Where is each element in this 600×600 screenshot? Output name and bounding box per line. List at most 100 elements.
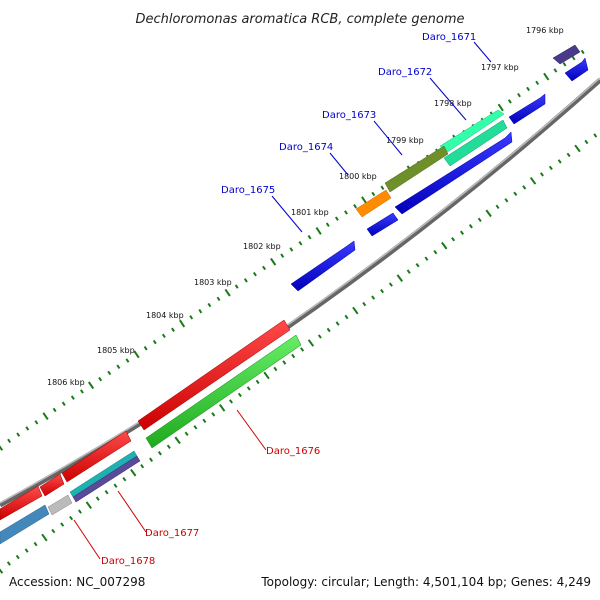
gene-feature-daro-1671-arrow[interactable]	[564, 57, 589, 82]
tick-mark	[15, 554, 20, 560]
kbp-label: 1803 kbp	[194, 278, 232, 287]
tick-mark	[157, 451, 162, 456]
tick-mark	[189, 315, 194, 320]
gene-feature-daro-1675[interactable]	[290, 240, 356, 292]
gene-feature-blue[interactable]	[394, 131, 513, 215]
tick-mark	[380, 185, 385, 190]
tick-mark	[574, 144, 581, 153]
gene-feature-red[interactable]	[137, 319, 291, 431]
tick-mark	[218, 404, 226, 412]
tick-mark	[344, 314, 349, 320]
tick-mark	[580, 49, 585, 55]
tick-mark	[380, 288, 385, 294]
kbp-label: 1804 kbp	[146, 311, 184, 320]
tick-mark	[282, 360, 287, 365]
tick-mark	[216, 296, 221, 302]
tick-mark	[87, 381, 95, 390]
genome-summary-text: Topology: circular; Length: 4,501,104 bp…	[260, 575, 591, 589]
gene-feature-red[interactable]	[0, 485, 43, 521]
tick-mark	[116, 364, 121, 369]
tick-mark	[70, 395, 75, 400]
tick-mark	[25, 426, 30, 431]
tick-mark	[42, 412, 49, 420]
gene-feature-blue[interactable]	[366, 212, 399, 237]
inner-tick-track	[0, 133, 598, 574]
tick-mark	[289, 247, 294, 252]
tick-mark	[149, 457, 154, 462]
gene-feature-daro-1672-lower[interactable]	[443, 119, 508, 167]
gene-label-daro-1677[interactable]: Daro_1677	[145, 528, 199, 539]
tick-mark	[543, 72, 550, 81]
gene-feature-daro-1671[interactable]	[552, 44, 581, 65]
tick-mark	[571, 55, 576, 61]
tick-mark	[371, 295, 376, 300]
tick-mark	[51, 528, 56, 534]
tick-mark	[352, 306, 359, 315]
tick-mark	[24, 548, 29, 553]
tick-mark	[0, 568, 4, 574]
tick-mark	[326, 327, 331, 333]
tick-mark	[317, 334, 322, 339]
kbp-label: 1797 kbp	[481, 63, 519, 72]
kbp-label: 1799 kbp	[386, 136, 424, 145]
tick-mark	[529, 177, 537, 185]
tick-mark	[69, 515, 74, 521]
tick-mark	[243, 278, 248, 283]
tick-mark	[539, 172, 544, 177]
tick-mark	[468, 224, 473, 229]
tick-mark	[307, 339, 315, 347]
tick-mark	[52, 407, 57, 413]
label-leaders	[73, 41, 492, 560]
gene-feature-daro-1678[interactable]	[0, 504, 50, 545]
gene-label-daro-1673[interactable]: Daro_1673	[322, 110, 376, 121]
tick-mark	[517, 92, 521, 98]
tick-mark	[433, 250, 438, 255]
tick-mark	[252, 271, 257, 277]
tick-mark	[107, 370, 112, 376]
tick-mark	[371, 191, 376, 197]
tick-mark	[334, 216, 339, 221]
tick-mark	[184, 431, 189, 436]
gene-feature-blue[interactable]	[508, 93, 546, 125]
tick-mark	[229, 399, 233, 404]
gene-label-daro-1675[interactable]: Daro_1675	[221, 185, 275, 196]
kbp-labels: 1796 kbp 1797 kbp 1798 kbp 1799 kbp 1800…	[47, 26, 564, 387]
gene-feature-red[interactable]	[39, 473, 65, 497]
tick-mark	[415, 263, 420, 268]
tick-mark	[504, 198, 509, 203]
tick-mark	[143, 346, 148, 351]
gene-feature-purple[interactable]	[72, 455, 141, 503]
gene-label-daro-1676[interactable]: Daro_1676	[266, 446, 320, 457]
gene-label-daro-1672[interactable]: Daro_1672	[378, 67, 432, 78]
tick-mark	[161, 333, 166, 339]
gene-feature-daro-1674[interactable]	[355, 189, 392, 218]
gene-feature-daro-1677[interactable]	[61, 430, 132, 483]
kbp-label: 1806 kbp	[47, 378, 85, 387]
tick-mark	[166, 444, 171, 449]
tick-mark	[273, 366, 278, 372]
kbp-label: 1801 kbp	[291, 208, 329, 217]
tick-mark	[441, 241, 448, 250]
tick-mark	[362, 301, 367, 307]
gene-feature-daro-1676[interactable]	[145, 334, 302, 449]
gene-label-daro-1671[interactable]: Daro_1671	[422, 32, 476, 43]
tick-mark	[315, 227, 322, 235]
tick-mark	[41, 533, 48, 542]
tick-mark	[497, 103, 504, 112]
tick-mark	[325, 222, 330, 227]
tick-mark	[562, 62, 567, 67]
tick-mark	[262, 265, 267, 271]
tick-mark	[584, 139, 589, 145]
gene-feature-daro-1673[interactable]	[384, 145, 449, 193]
gene-label-daro-1674[interactable]: Daro_1674	[279, 142, 333, 153]
gene-feature-grey[interactable]	[47, 494, 73, 516]
tick-mark	[526, 86, 531, 92]
tick-mark	[535, 80, 540, 86]
reverse-strand-genes	[0, 319, 302, 545]
gene-label-daro-1678[interactable]: Daro_1678	[101, 556, 155, 567]
tick-mark	[33, 541, 38, 547]
tick-mark	[224, 288, 231, 297]
tick-mark	[234, 284, 239, 289]
